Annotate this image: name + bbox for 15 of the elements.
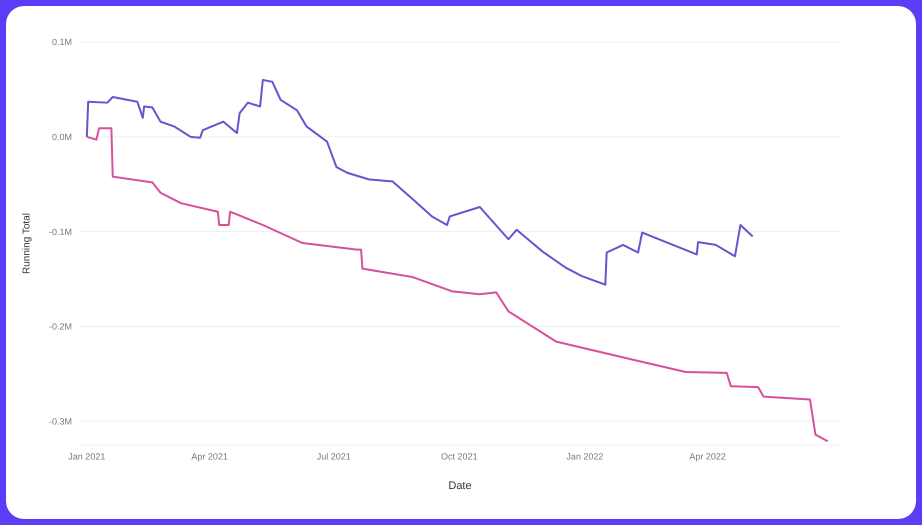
y-tick-label: -0.3M	[48, 416, 72, 426]
y-axis-title: Running Total	[22, 213, 33, 274]
x-tick-label: Apr 2021	[191, 451, 228, 462]
y-tick-label: 0.1M	[52, 37, 72, 48]
line-series	[86, 78, 754, 286]
y-tick-label: 0.0M	[52, 132, 72, 142]
x-tick-label: Jul 2021	[316, 451, 351, 462]
x-tick-label: Oct 2021	[441, 451, 478, 462]
y-tick-label: -0.2M	[48, 322, 72, 332]
line-series	[86, 127, 829, 442]
y-tick-label: -0.1M	[48, 226, 72, 237]
x-axis-title: Date	[448, 480, 472, 492]
x-tick-label: Jan 2022	[566, 451, 604, 462]
x-tick-label: Jan 2021	[68, 451, 106, 462]
x-tick-label: Apr 2022	[689, 451, 726, 462]
